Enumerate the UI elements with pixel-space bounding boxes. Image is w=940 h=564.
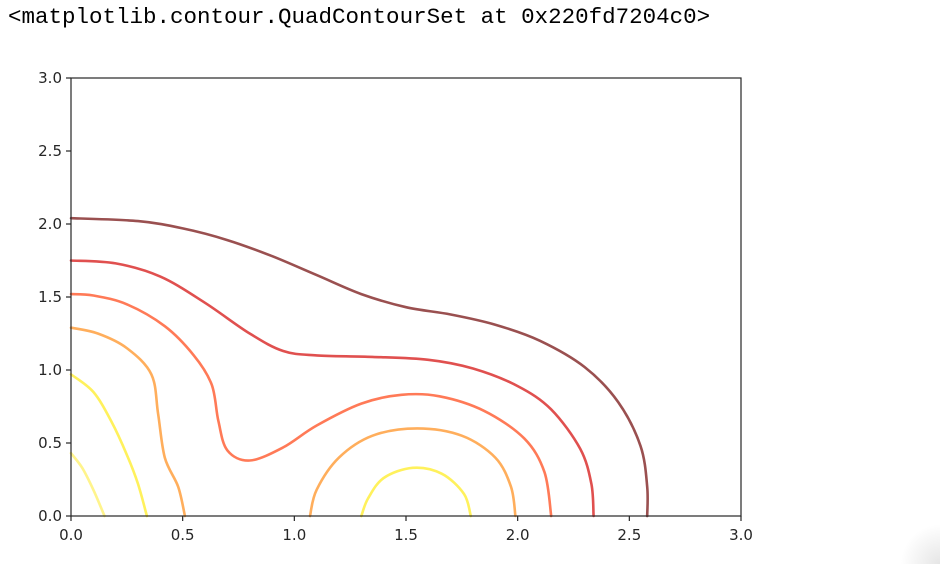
contour-line-level-3-seg-2: [308, 427, 517, 518]
axes-frame: [70, 77, 742, 517]
y-tick-label: 1.5: [38, 288, 62, 306]
y-tick-label: 3.0: [38, 69, 62, 87]
corner-shadow: [900, 524, 940, 564]
y-tick-label: 2.5: [38, 142, 62, 160]
x-tick-label: 1.5: [394, 526, 418, 544]
x-tick-label: 1.0: [282, 526, 306, 544]
contour-line-level-4: [69, 292, 553, 518]
x-tick-label: 0.0: [59, 526, 83, 544]
contour-line-level-2-seg-2: [360, 466, 473, 518]
x-tick-label: 2.5: [617, 526, 641, 544]
x-tick-label: 3.0: [729, 526, 753, 544]
y-tick-label: 1.0: [38, 361, 62, 379]
y-tick-label: 2.0: [38, 215, 62, 233]
x-tick-label: 0.5: [171, 526, 195, 544]
cell-output-text: <matplotlib.contour.QuadContourSet at 0x…: [8, 4, 711, 30]
contour-line-level-1: [69, 451, 106, 518]
contour-lines-group: [69, 216, 649, 518]
contour-line-level-5: [69, 259, 595, 518]
x-tick-label: 2.0: [506, 526, 530, 544]
y-tick-label: 0.5: [38, 434, 62, 452]
contour-line-level-6: [69, 216, 649, 518]
axis-ticks-group: 0.0 0.5 1.0 1.5 2.0 2.5 3.0 0.0 0.5 1.0 1.5 2.0 2.5 3…: [38, 69, 753, 544]
contour-line-level-2-seg-1: [69, 373, 149, 518]
y-tick-label: 0.0: [38, 507, 62, 525]
contour-line-level-3-seg-1: [69, 326, 187, 518]
